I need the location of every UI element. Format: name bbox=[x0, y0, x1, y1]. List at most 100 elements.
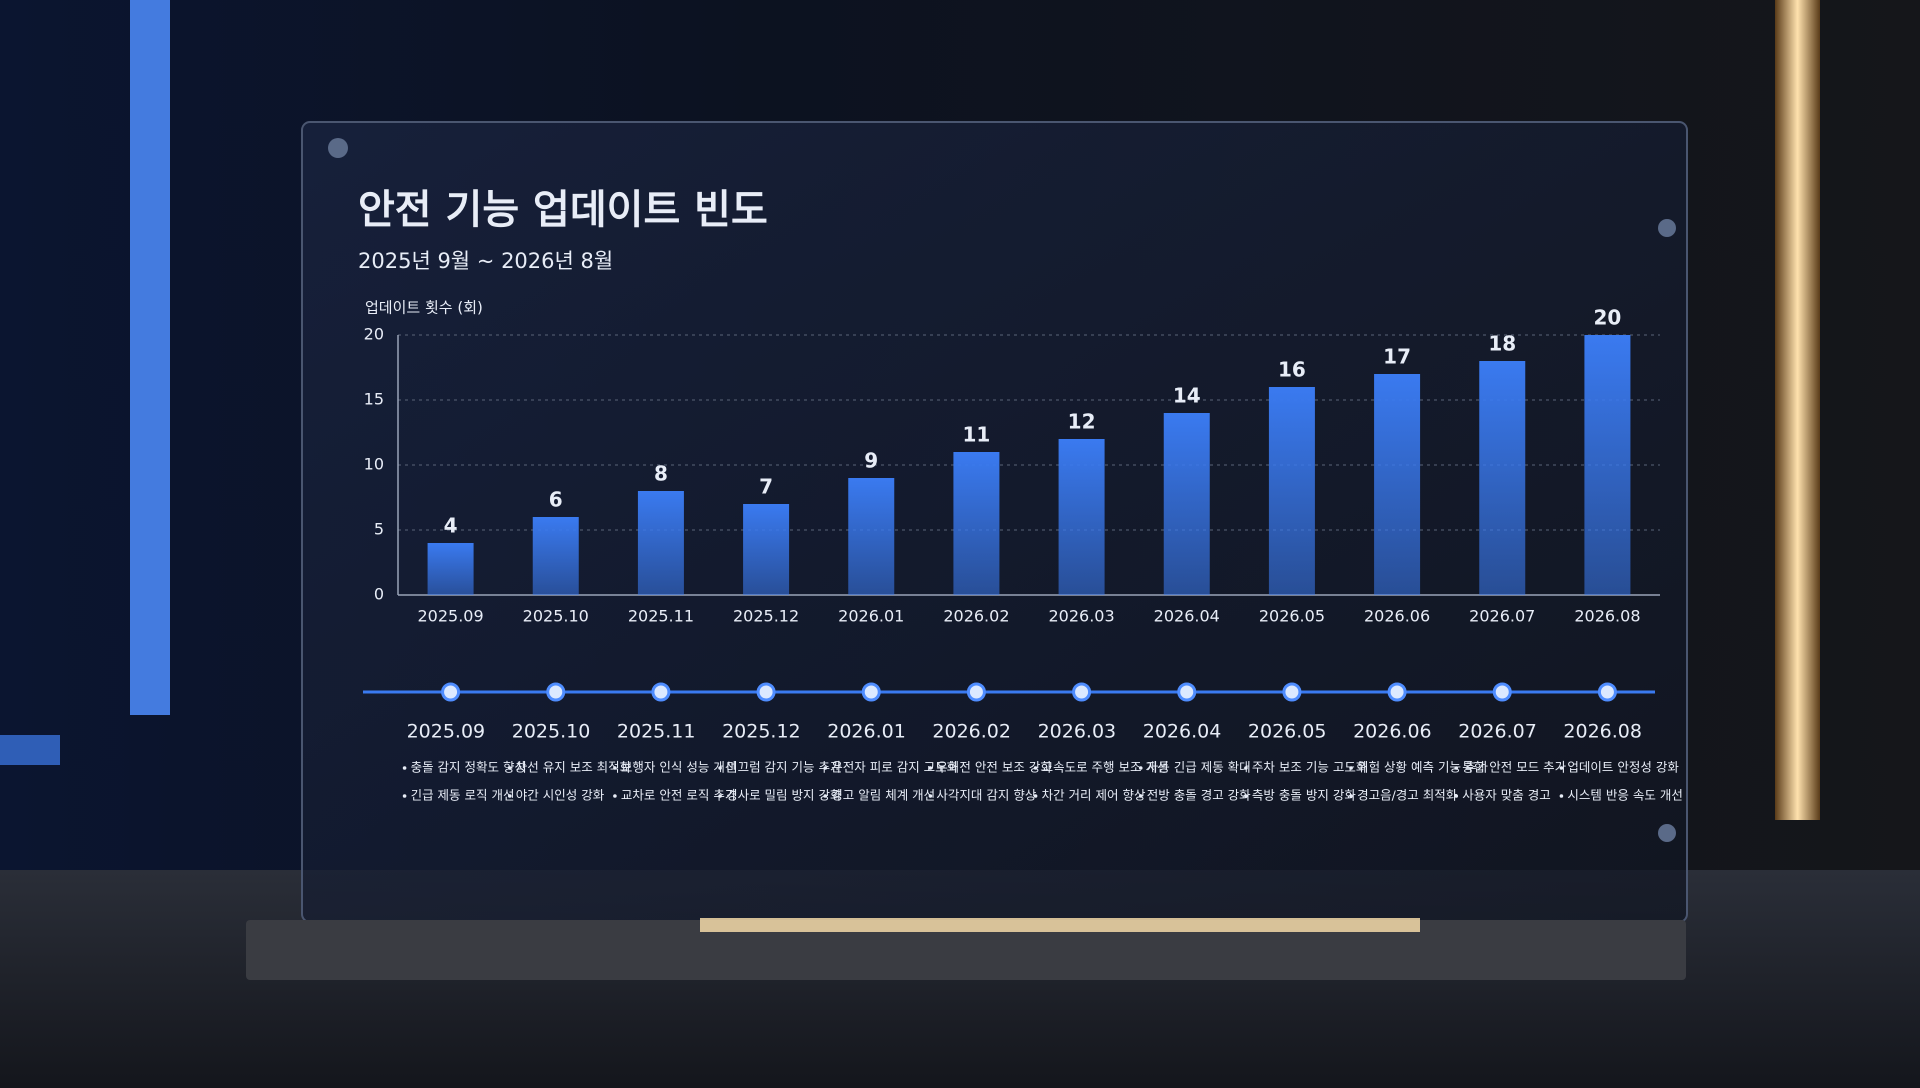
bar bbox=[743, 504, 790, 595]
timeline-dot bbox=[861, 682, 881, 702]
bullet bbox=[1454, 766, 1459, 770]
timeline-dot bbox=[756, 682, 776, 702]
y-tick-label: 10 bbox=[364, 455, 384, 474]
bullet bbox=[823, 766, 828, 770]
x-tick-label: 2026.04 bbox=[1154, 607, 1220, 626]
timeline-date: 2026.08 bbox=[1563, 721, 1642, 743]
timeline-dot bbox=[1492, 682, 1512, 702]
timeline-note: 경사로 밀림 방지 강화 bbox=[726, 788, 842, 803]
data-label: 18 bbox=[1488, 332, 1516, 356]
y-tick-label: 0 bbox=[374, 585, 384, 604]
warm-light bbox=[1775, 0, 1820, 820]
stand-base bbox=[246, 920, 1686, 980]
x-tick-label: 2026.01 bbox=[838, 607, 904, 626]
bar bbox=[1374, 374, 1421, 595]
timeline-note: 차선 유지 보조 최적화 bbox=[516, 760, 632, 775]
bar bbox=[1163, 413, 1210, 595]
bullet bbox=[1244, 766, 1248, 770]
timeline-note: 사용자 맞춤 경고 bbox=[1462, 788, 1550, 803]
bar bbox=[1584, 335, 1631, 595]
data-label: 12 bbox=[1068, 410, 1096, 434]
blue-light-low bbox=[0, 735, 60, 765]
timeline-dot bbox=[1072, 682, 1092, 702]
bullet bbox=[1559, 766, 1564, 770]
chart-title: 안전 기능 업데이트 빈도 bbox=[358, 187, 768, 233]
timeline-date: 2026.05 bbox=[1248, 721, 1327, 743]
bar bbox=[1479, 361, 1526, 595]
bar bbox=[532, 517, 579, 595]
timeline-date: 2025.09 bbox=[407, 721, 486, 743]
timeline-dot bbox=[1597, 682, 1617, 702]
x-tick-label: 2026.06 bbox=[1364, 607, 1430, 626]
bar bbox=[953, 452, 1000, 595]
timeline-note: 통합 안전 모드 추가 bbox=[1462, 760, 1566, 775]
panel-bolt bbox=[1658, 219, 1676, 237]
timeline-note: 보행자 인식 성능 개선 bbox=[621, 760, 736, 775]
bar bbox=[848, 478, 895, 595]
timeline-dot bbox=[441, 682, 461, 702]
data-label: 20 bbox=[1593, 306, 1621, 330]
y-axis-label: 업데이트 횟수 (회) bbox=[365, 299, 483, 317]
data-label: 7 bbox=[759, 475, 773, 499]
timeline-note: 위험 상황 예측 기능 추가 bbox=[1357, 760, 1488, 775]
bullet bbox=[1349, 766, 1353, 770]
timeline-note: 경고음/경고 최적화 bbox=[1357, 788, 1458, 803]
timeline-dot bbox=[651, 682, 671, 702]
bullet bbox=[1138, 794, 1143, 798]
x-tick-label: 2025.11 bbox=[628, 607, 694, 626]
timeline-note: 차간 거리 제어 향상 bbox=[1042, 788, 1146, 803]
bullet bbox=[1559, 794, 1564, 798]
x-tick-label: 2026.05 bbox=[1259, 607, 1325, 626]
timeline-date: 2025.12 bbox=[722, 721, 801, 743]
timeline-date: 2025.11 bbox=[617, 721, 696, 743]
timeline-note: 측방 충돌 방지 강화 bbox=[1252, 788, 1356, 803]
timeline-date: 2026.03 bbox=[1038, 721, 1117, 743]
bullet bbox=[1454, 794, 1459, 798]
data-label: 11 bbox=[962, 423, 990, 447]
x-tick-label: 2026.03 bbox=[1048, 607, 1114, 626]
timeline-note: 긴급 제동 로직 개선 bbox=[411, 788, 515, 803]
bullet bbox=[402, 766, 407, 770]
timeline-date: 2026.02 bbox=[932, 721, 1011, 743]
timeline-date: 2026.04 bbox=[1143, 721, 1222, 743]
bullet bbox=[1349, 794, 1353, 798]
bar bbox=[1058, 439, 1105, 595]
timeline-date: 2026.07 bbox=[1458, 721, 1537, 743]
bullet bbox=[928, 794, 933, 798]
x-tick-label: 2025.10 bbox=[523, 607, 589, 626]
timeline-note: 야간 시인성 강화 bbox=[516, 788, 605, 803]
timeline-note: 경고 알림 체계 개선 bbox=[831, 788, 935, 803]
timeline-dot bbox=[1282, 682, 1302, 702]
data-label: 9 bbox=[864, 449, 878, 473]
panel-bolt bbox=[328, 138, 348, 158]
timeline-note: 미끄럼 감지 기능 추가 bbox=[726, 760, 842, 775]
x-tick-label: 2026.02 bbox=[943, 607, 1009, 626]
data-label: 16 bbox=[1278, 358, 1306, 382]
bullet bbox=[928, 766, 933, 770]
plot: 0 5 10 15 20 2025.09 4 2025.10 6 2025.11 8 2025.12 7… bbox=[363, 306, 1683, 803]
timeline-dot bbox=[1177, 682, 1197, 702]
bar bbox=[637, 491, 684, 595]
timeline-dot bbox=[966, 682, 986, 702]
panel-bolt bbox=[1658, 824, 1676, 842]
timeline-note: 주차 보조 기능 고도화 bbox=[1252, 760, 1368, 775]
bar bbox=[1268, 387, 1315, 595]
timeline-note: 교차로 안전 로직 추가 bbox=[621, 788, 737, 803]
bullet bbox=[1244, 794, 1248, 798]
y-tick-label: 20 bbox=[364, 325, 384, 344]
y-tick-label: 15 bbox=[364, 390, 384, 409]
data-label: 6 bbox=[549, 488, 563, 512]
timeline-dot bbox=[1387, 682, 1407, 702]
timeline-note: 운전자 피로 감지 고도화 bbox=[831, 760, 958, 775]
chart-subtitle: 2025년 9월 ~ 2026년 8월 bbox=[358, 249, 613, 273]
data-label: 17 bbox=[1383, 345, 1411, 369]
x-tick-label: 2025.09 bbox=[417, 607, 483, 626]
data-label: 4 bbox=[444, 514, 458, 538]
timeline-date: 2026.01 bbox=[827, 721, 906, 743]
timeline-note: 우회전 안전 보조 강화 bbox=[936, 760, 1052, 775]
timeline-note: 충돌 감지 정확도 향상 bbox=[411, 760, 527, 775]
bullet bbox=[718, 766, 722, 770]
bullet bbox=[507, 766, 512, 770]
